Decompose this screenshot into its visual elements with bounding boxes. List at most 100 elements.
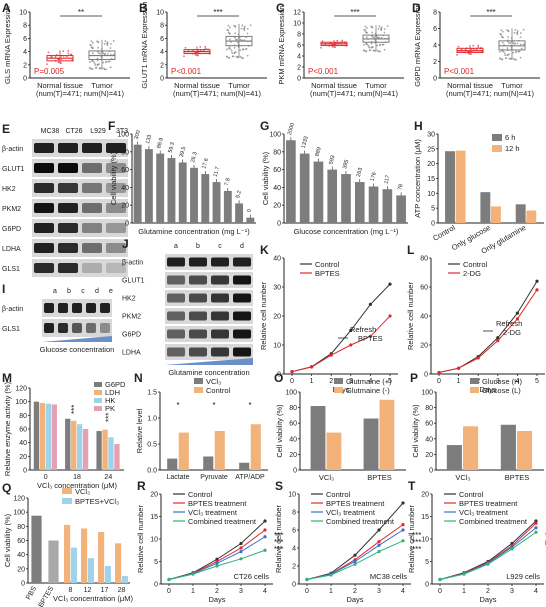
panel-B-sig: *** [213,8,222,17]
panel-D-point [522,43,525,46]
panel-T-point [438,577,442,582]
panel-E-blot-membrane [32,179,128,197]
panel-R-letter: R [137,479,146,493]
panel-A-ylabel: GLS mRNA Expression [3,6,12,84]
panel-M-legend-swatch [94,406,102,411]
panel-M-bar [51,404,57,470]
panel-S-point [353,553,357,557]
panel-A-point [96,57,99,60]
panel-F-bar-label: 133 [145,134,153,144]
panel-Q-xtick-label: 12 [84,587,92,594]
panel-G-xlabel: Glucose concentration (mg L⁻¹) [294,227,399,236]
panel-L-xtick-label: 3 [496,378,500,385]
panel-D-point [499,57,501,60]
panel-E-blot-band [34,263,54,273]
panel-A-ytick-label: 0 [23,76,27,83]
panel-E-blot-band [34,243,54,253]
panel-N-ytick-label: 1.0 [147,416,157,423]
panel-Q-bar [48,540,59,583]
panel-G-ytick-label: 80 [273,149,281,156]
panel-D-point [501,41,504,44]
panel-M-sig: *** [70,405,79,414]
panel-N-bar [167,458,178,470]
panel-B-point [231,52,234,54]
panel-R-point [239,546,243,550]
panel-R-point [263,535,267,539]
panel-D-point [456,54,458,56]
panel-P-bar [463,426,479,470]
panel-L-series-line [438,289,538,374]
panel-E-blot-band [82,223,102,233]
panel-C-point [383,28,386,30]
panel-D-point [513,32,516,34]
panel-S-sig: *** [412,538,421,547]
panel-C-xcat: Tumor [365,81,387,90]
panel-E-blot-membrane [32,199,128,217]
panel-D-point [509,58,512,61]
panel-A-point [47,51,50,54]
panel-K-point [310,365,314,369]
panel-F-ylabel: Cell viability (%) [109,151,118,205]
panel-A-point [112,40,115,42]
panel-L-legend-label: Control [463,260,488,269]
panel-M-bar [102,429,108,470]
panel-B-point [183,55,185,58]
panel-L-annotation: 2-DG [503,328,521,337]
panel-H-bar [515,204,526,223]
panel-O-bar [363,418,379,470]
panel-J-blot-row-label: LDHA [122,350,141,357]
panel-J-blot-row-label: GLUT1 [122,278,145,285]
panel-A-point [92,41,94,44]
panel-F-xlabel: Glutamine concentration (mg L⁻¹) [138,227,250,236]
panel-Q-bar [87,558,94,583]
panel-R-legend-label: Combined treatment [188,517,257,526]
panel-G-bar-label: 593 [328,155,336,165]
panel-L-point [535,279,539,283]
panel-B-point [227,24,230,27]
panel-M-ytick-label: 60 [19,427,27,434]
panel-A-point [103,43,106,45]
panel-L-point [476,356,480,360]
panel-M-bar [33,401,40,470]
panel-B-point [246,54,249,57]
panel-B-point [204,47,207,50]
panel-D-ytick-label: 0 [433,76,437,83]
panel-O-ytick-label: 60 [289,421,297,428]
panel-M-bar [45,403,51,470]
panel-I-lane-label: e [109,288,113,295]
panel-E-blot-membrane [32,239,128,257]
panel-A-point [60,62,62,64]
panel-B-point [228,47,230,50]
panel-C-point [366,27,368,29]
panel-C-point [363,49,365,52]
panel-B-point [230,50,233,52]
panel-S-cell-label: MC38 cells [370,572,407,581]
panel-D-point [477,46,480,49]
panel-P-legend-label: Glucose (L) [482,386,521,395]
panel-D-point [506,54,509,57]
panel-J-blot-band [189,347,207,357]
panel-P-legend-swatch [470,387,479,393]
panel-Q-ytick-label: 40 [17,552,25,559]
panel-B-point [244,48,247,51]
panel-Q-xtick-label: 8 [69,587,73,594]
panel-O-ytick-label: 0 [293,468,297,475]
panel-B-xcat: Tumor [228,81,250,90]
panel-C-point [380,36,383,39]
panel-A-point [99,52,102,55]
panel-Q-legend-swatch [62,488,72,494]
panel-D-point [500,58,503,61]
panel-T-point [534,521,538,525]
panel-M-ylabel: Relative enzyme activity (%) [3,381,12,476]
panel-F-letter: F [108,119,115,133]
panel-C-point [377,28,380,30]
panel-F-bar [223,190,232,223]
panel-L-ytick-label: 40 [420,314,428,321]
panel-D-letter: D [412,1,421,15]
panel-N-legend-label: Control [206,386,231,395]
panel-M-legend-swatch [94,398,102,403]
panel-L-xtick-label: 0 [437,378,441,385]
panel-B-point [228,46,231,48]
panel-C-xcat: Normal tissue [311,81,357,90]
panel-P-ylabel: Cell viability (%) [411,404,420,458]
